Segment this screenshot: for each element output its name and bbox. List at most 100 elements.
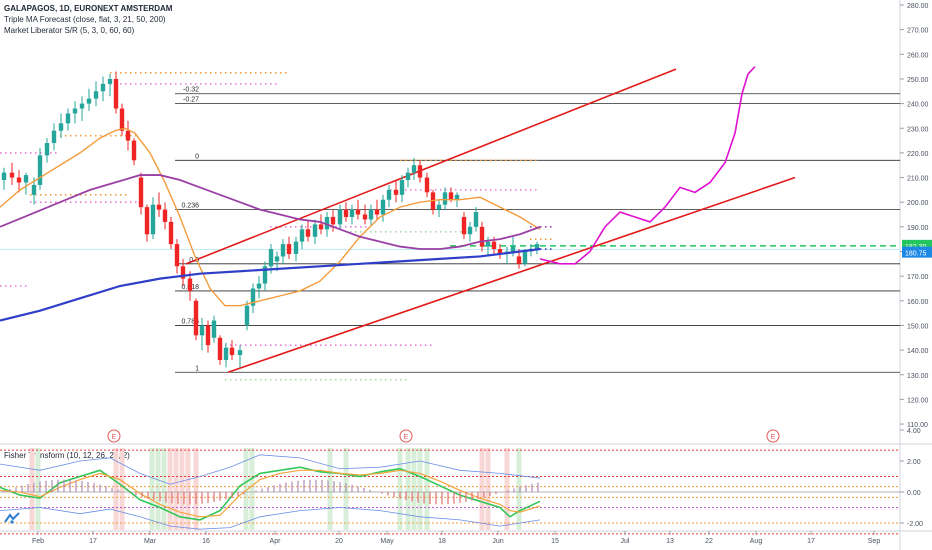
- fib-level-label: 0.5: [189, 257, 199, 264]
- candle-body: [368, 209, 374, 220]
- candle-body: [454, 194, 460, 200]
- candle-body: [534, 244, 540, 250]
- candle-body: [312, 224, 318, 237]
- candle-body: [436, 204, 442, 210]
- candle-body: [280, 244, 286, 257]
- candle-body: [299, 229, 305, 242]
- candle-body: [491, 241, 497, 250]
- candle-body: [424, 177, 430, 193]
- forecast-line: [539, 66, 756, 265]
- price-tag-green-text: 182.30: [905, 244, 927, 251]
- fisher-shade-bar: [161, 448, 167, 530]
- time-axis-label: 20: [335, 538, 343, 545]
- candle-body: [497, 249, 503, 254]
- indicator-legend-triple-ma[interactable]: Triple MA Forecast (close, flat, 3, 21, …: [4, 15, 166, 24]
- candle-body: [448, 192, 454, 200]
- price-axis-label: 260.00: [907, 52, 929, 59]
- candle-body: [250, 288, 256, 306]
- price-axis-label: 120.00: [907, 397, 929, 404]
- candle-body: [305, 229, 311, 237]
- candle-body: [510, 246, 516, 252]
- candle-body: [318, 224, 324, 230]
- candle-body: [380, 199, 386, 215]
- candle-body: [131, 140, 137, 161]
- price-axis-label: 220.00: [907, 151, 929, 158]
- candle-body: [187, 278, 193, 291]
- fisher-shade-bar: [485, 448, 491, 530]
- candle-body: [199, 325, 205, 336]
- fib-level-label: -0.27: [183, 97, 199, 104]
- price-axis-label: 200.00: [907, 200, 929, 207]
- price-axis-label: 140.00: [907, 348, 929, 355]
- time-axis-label: 15: [551, 538, 559, 545]
- earnings-marker: [107, 429, 121, 443]
- fisher-shade-bar: [185, 448, 191, 530]
- fisher-shade-bar: [113, 448, 119, 530]
- fisher-shade-bar: [343, 448, 349, 530]
- candle-body: [168, 221, 174, 245]
- candle-body: [324, 216, 330, 230]
- time-axis-label: 18: [438, 538, 446, 545]
- candle-body: [156, 204, 162, 210]
- fisher-band-lower: [0, 507, 541, 530]
- candles-group: [1, 71, 540, 368]
- price-axis-label: 230.00: [907, 126, 929, 133]
- candle-body: [44, 143, 50, 156]
- sub-axis-label: 0.00: [907, 490, 921, 497]
- fisher-shade-bar: [29, 448, 35, 530]
- price-axis-label: 130.00: [907, 373, 929, 380]
- fisher-shade-bar: [167, 448, 173, 530]
- ma-slow-line: [0, 247, 541, 322]
- channel-lower-line: [227, 176, 796, 374]
- candle-body: [58, 123, 64, 131]
- candle-body: [337, 209, 343, 225]
- candle-body: [217, 337, 223, 360]
- candle-body: [211, 320, 217, 338]
- time-axis-label: Feb: [32, 538, 44, 545]
- candle-body: [1, 172, 7, 181]
- fisher-shade-bar: [179, 448, 185, 530]
- earnings-marker-label: E: [771, 434, 776, 441]
- candle-body: [223, 347, 229, 360]
- indicator-legend-market-liberator[interactable]: Market Liberator S/R (5, 3, 0, 60, 60): [4, 26, 135, 35]
- candle-body: [180, 266, 186, 279]
- price-tag-blue-text: 180.75: [905, 251, 927, 258]
- time-axis-label: Apr: [270, 538, 282, 545]
- price-axis-label: 160.00: [907, 299, 929, 306]
- fisher-shade-bar: [155, 448, 161, 530]
- candle-body: [100, 83, 106, 92]
- fisher-shade-bar: [327, 448, 333, 530]
- candle-body: [37, 155, 43, 185]
- time-axis-label: 16: [202, 538, 210, 545]
- candle-body: [262, 266, 268, 284]
- price-axis-label: 110.00: [907, 422, 928, 429]
- fisher-shade-bar: [243, 448, 249, 530]
- price-tag-green: [902, 239, 932, 251]
- price-axis-label: 190.00: [907, 225, 929, 232]
- price-tag-blue: [902, 246, 932, 258]
- candle-body: [229, 347, 235, 356]
- indicator-legend-fisher[interactable]: Fisher Transform (10, 12, 26, 21, 2): [4, 451, 130, 460]
- channel-upper-line: [185, 68, 677, 265]
- candle-body: [411, 165, 417, 173]
- candle-body: [113, 78, 119, 109]
- candle-body: [107, 78, 113, 84]
- sub-axis-label: -2.00: [907, 521, 923, 528]
- fisher-shade-bar: [149, 448, 155, 530]
- sub-axis-label: 2.00: [907, 459, 921, 466]
- candle-body: [485, 241, 491, 247]
- time-axis-label: 13: [666, 538, 674, 545]
- price-axis-label: 240.00: [907, 102, 929, 109]
- fib-level-label: 0.236: [181, 203, 199, 210]
- fib-level-label: 0.786: [181, 318, 199, 325]
- candle-body: [119, 108, 125, 131]
- candle-body: [9, 172, 15, 178]
- fisher-shade-bar: [119, 448, 125, 530]
- fisher-shade-bar: [411, 448, 417, 530]
- candle-body: [256, 283, 262, 289]
- earnings-marker: [766, 429, 780, 443]
- candle-body: [349, 209, 355, 217]
- candle-body: [528, 249, 534, 252]
